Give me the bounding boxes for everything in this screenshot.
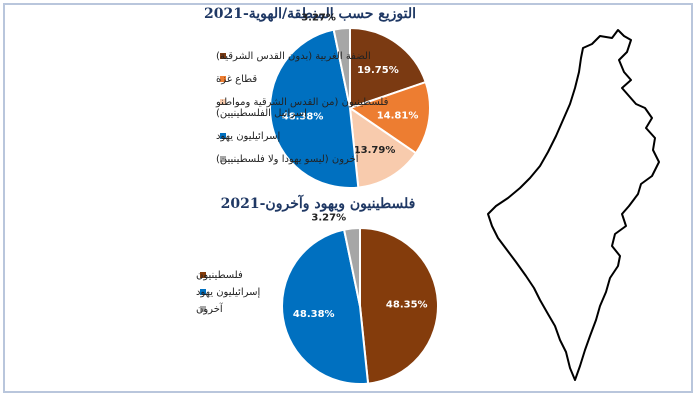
legend-1-label-0: الضفة الغربية (بدون القدس الشرقية) xyxy=(216,51,371,62)
pie-1-data-label-4: 3.27% xyxy=(301,12,336,23)
legend-1-swatch-1 xyxy=(220,76,226,82)
pie-2-data-label-2: 3.27% xyxy=(311,212,346,223)
chart-2-title: فلسطينيون ويهود وآخرون-2021 xyxy=(221,194,416,212)
pie-1-slice-3 xyxy=(269,28,360,189)
pie-1-slice-4 xyxy=(332,26,351,109)
legend-2-label-1: إسرائيليون يهود xyxy=(196,287,261,298)
legend-1: الضفة الغربية (بدون القدس الشرقية) قطاع غ… xyxy=(215,51,389,165)
legend-2-swatch-1 xyxy=(200,289,206,295)
pie-chart-1: 19.75% 14.81% 13.79% 48.38% 3.27% xyxy=(269,12,431,189)
pie-1-slice-1 xyxy=(347,80,431,155)
pie-2-slice-1 xyxy=(281,228,370,385)
legend-1-label-2-line-0: فلسطينيون (من القدس الشرقية ومواطنو xyxy=(215,97,389,108)
legend-1-label-2-line-1: إسرائيل الفلسطينيين) xyxy=(216,108,307,119)
legend-1-swatch-0 xyxy=(220,53,226,59)
legend-2-swatch-0 xyxy=(200,272,206,278)
pie-1-data-label-2: 13.79% xyxy=(354,145,396,156)
pie-1-data-label-3: 48.38% xyxy=(282,111,324,122)
pie-2-slice-0 xyxy=(359,226,439,385)
legend-2-label-2: آخرون xyxy=(196,302,224,315)
pie-1-data-label-0: 19.75% xyxy=(357,65,399,76)
legend-1-label-3: إسرائيليون يهود xyxy=(216,131,281,142)
legend-2: فلسطينيون إسرائيليون يهود آخرون xyxy=(196,270,261,315)
pie-2-slice-2 xyxy=(342,226,361,307)
legend-2-swatch-2 xyxy=(200,306,206,312)
legend-1-label-4: آخرون (ليسو يهودا ولا فلسطينيين) xyxy=(216,152,360,165)
legend-1-swatch-2 xyxy=(220,99,226,105)
pie-1-data-label-1: 14.81% xyxy=(377,110,419,121)
map-outline-icon xyxy=(487,29,660,381)
legend-1-swatch-4 xyxy=(220,156,226,162)
pie-chart-2: 48.35% 48.38% 3.27% xyxy=(281,212,439,385)
pie-2-data-label-1: 48.38% xyxy=(293,309,335,320)
legend-2-label-0: فلسطينيون xyxy=(196,270,243,281)
legend-1-swatch-3 xyxy=(220,133,226,139)
legend-1-label-1: قطاع غزة xyxy=(216,74,257,85)
chart-1-title: التوزيع حسب المنطقة/الهوية-2021 xyxy=(204,6,416,22)
pie-1-slice-2 xyxy=(348,105,418,189)
pie-2-data-label-0: 48.35% xyxy=(386,300,428,311)
